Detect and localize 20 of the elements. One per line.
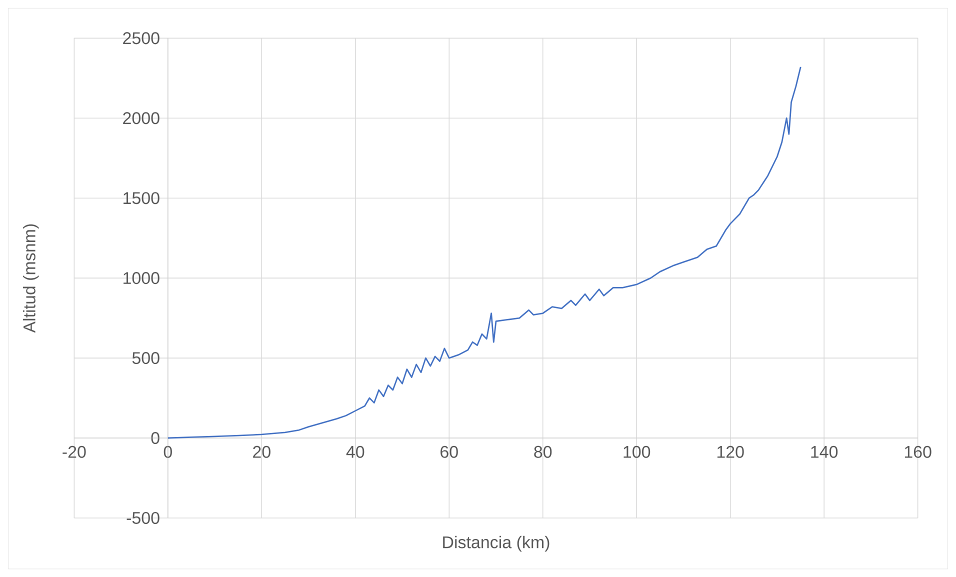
x-tick-label: -20 — [62, 446, 86, 458]
y-tick-label: 2000 — [123, 112, 160, 124]
y-tick-label: 1500 — [124, 192, 160, 204]
x-tick-label: 0 — [164, 446, 172, 458]
x-axis-title: Distancia (km) — [443, 536, 550, 552]
x-tick-label: 100 — [624, 446, 650, 458]
x-tick-label: 80 — [534, 446, 552, 458]
y-tick-label: -500 — [126, 512, 160, 524]
x-tick-label: 140 — [811, 446, 838, 458]
x-tick-label: 20 — [253, 446, 270, 458]
y-tick-label: 2500 — [123, 32, 160, 44]
x-tick-label: 40 — [346, 446, 364, 458]
y-tick-label: 500 — [132, 352, 160, 364]
line-series — [167, 66, 802, 439]
x-tick-label: 60 — [440, 446, 458, 458]
y-tick-label: 1000 — [124, 272, 160, 284]
y-tick-label: 0 — [151, 432, 160, 444]
y-axis-title: Altitud (msnm) — [22, 224, 39, 333]
x-tick-label: 120 — [717, 446, 744, 458]
x-tick-label: 160 — [904, 446, 932, 458]
